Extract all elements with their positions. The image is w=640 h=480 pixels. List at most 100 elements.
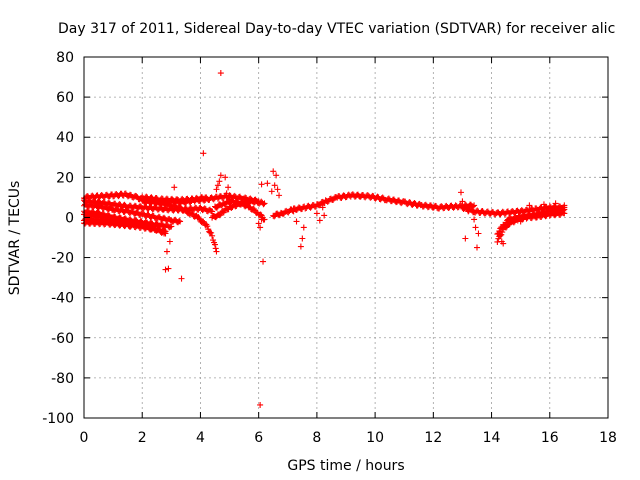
data-point — [217, 172, 224, 179]
x-tick-label: 14 — [483, 430, 501, 446]
y-tick-label: 40 — [56, 130, 74, 146]
data-point — [250, 205, 257, 212]
data-point — [217, 70, 224, 77]
data-point — [498, 231, 505, 238]
data-point — [471, 216, 478, 223]
x-tick-label: 10 — [366, 430, 384, 446]
data-point — [475, 230, 482, 237]
data-point — [285, 209, 292, 216]
data-point — [260, 258, 267, 265]
x-tick-label: 4 — [196, 430, 205, 446]
y-tick-label: -60 — [51, 331, 74, 347]
data-point — [178, 275, 185, 282]
data-point — [204, 223, 211, 230]
data-point — [226, 196, 233, 203]
y-tick-labels: 80 60 40 20 0 -20 -40 -60 -80 -100 — [42, 50, 74, 427]
data-point — [168, 223, 175, 230]
data-point — [300, 224, 307, 231]
data-point — [260, 201, 267, 208]
y-tick-label: -100 — [42, 411, 74, 427]
data-point — [273, 172, 280, 179]
data-point — [161, 230, 168, 237]
data-point — [271, 182, 278, 189]
data-point — [264, 180, 271, 187]
chart-title: Day 317 of 2011, Sidereal Day-to-day VTE… — [58, 21, 615, 37]
data-point — [171, 184, 178, 191]
data-point — [210, 237, 217, 244]
y-tick-label: -20 — [51, 251, 74, 267]
data-point — [274, 186, 281, 193]
x-tick-label: 8 — [312, 430, 321, 446]
data-point — [465, 208, 472, 215]
data-point — [257, 211, 264, 218]
data-point — [316, 217, 323, 224]
data-point — [526, 202, 533, 209]
data-point — [471, 202, 478, 209]
data-point — [290, 208, 297, 215]
data-point — [213, 204, 220, 211]
data-point — [188, 209, 195, 216]
data-point — [474, 244, 480, 251]
x-tick-label: 2 — [138, 430, 147, 446]
data-point — [255, 220, 262, 227]
y-axis-label: SDTVAR / TECUs — [7, 181, 23, 296]
data-point — [166, 238, 173, 245]
plot-frame — [83, 56, 609, 419]
data-point — [472, 224, 479, 231]
axis-ticks — [83, 56, 609, 419]
data-point — [257, 224, 264, 231]
x-tick-label: 6 — [254, 430, 263, 446]
data-point — [200, 150, 207, 157]
data-point — [261, 200, 268, 207]
data-point — [165, 265, 172, 272]
data-point — [200, 218, 207, 225]
x-tick-label: 18 — [599, 430, 617, 446]
data-point — [268, 188, 275, 195]
data-point — [214, 182, 221, 189]
data-point — [496, 228, 503, 235]
grid — [84, 57, 608, 418]
x-tick-label: 12 — [424, 430, 442, 446]
data-point — [258, 181, 265, 188]
data-point — [459, 198, 466, 205]
data-point — [297, 243, 304, 250]
data-point — [270, 168, 277, 175]
data-point — [177, 218, 184, 225]
data-point — [561, 202, 568, 209]
data-point — [208, 229, 215, 236]
data-point — [319, 204, 326, 211]
data-point — [321, 212, 328, 219]
data-point — [540, 201, 547, 208]
data-point — [223, 190, 230, 197]
data-point — [552, 200, 559, 207]
data-point — [293, 218, 300, 225]
data-point — [216, 212, 223, 219]
x-tick-labels: 0 2 4 6 8 10 12 14 16 18 — [80, 430, 617, 446]
y-tick-label: 80 — [56, 50, 74, 66]
data-point — [203, 194, 210, 201]
data-point — [313, 210, 320, 217]
data-point — [212, 245, 219, 252]
data-point — [163, 248, 170, 255]
data-point — [222, 174, 229, 181]
data-point — [276, 192, 283, 199]
data-point — [212, 241, 218, 248]
data-point — [216, 178, 223, 185]
y-tick-label: 60 — [56, 90, 74, 106]
data-point — [225, 184, 232, 191]
data-point — [517, 218, 524, 225]
data-point — [257, 401, 264, 408]
data-point — [258, 216, 265, 223]
data-point — [209, 208, 216, 215]
data-point — [462, 235, 469, 242]
data-point — [209, 232, 216, 239]
data-point — [213, 248, 220, 255]
data-point — [500, 240, 507, 247]
y-tick-label: 0 — [65, 210, 74, 226]
data-points — [81, 70, 568, 408]
x-tick-label: 0 — [80, 430, 89, 446]
y-tick-label: 20 — [56, 170, 74, 186]
x-tick-label: 16 — [541, 430, 559, 446]
data-point — [560, 207, 567, 214]
